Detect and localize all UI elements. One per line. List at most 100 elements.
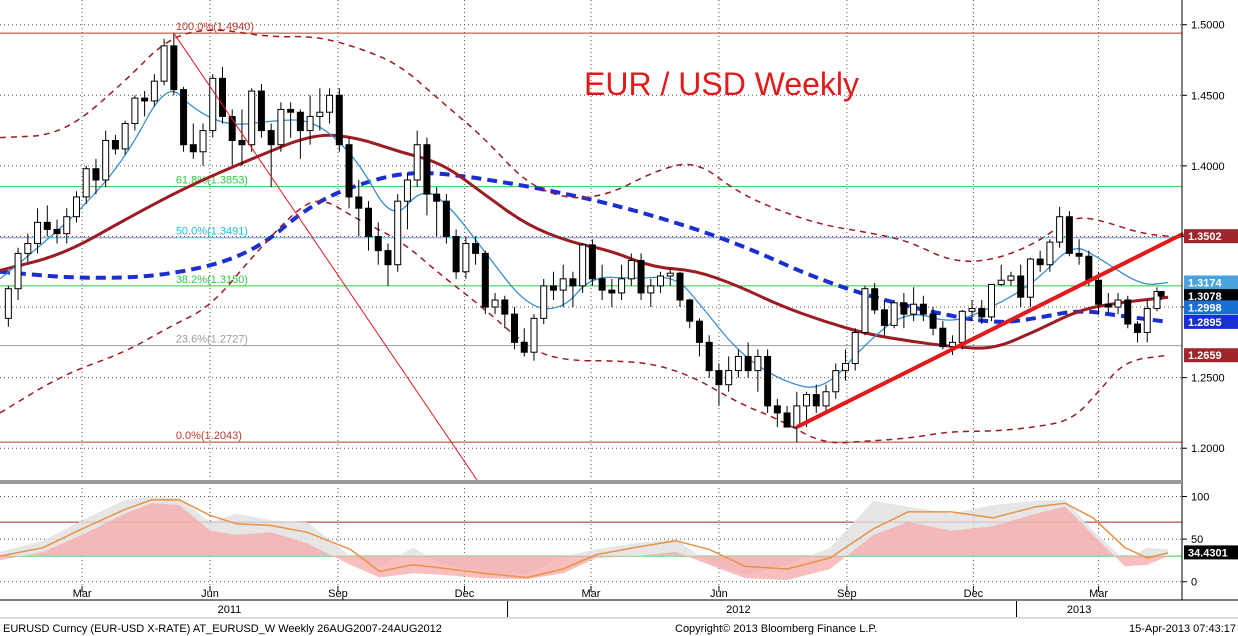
candle-body-up bbox=[647, 285, 655, 294]
candlestick bbox=[306, 95, 314, 145]
candlestick bbox=[141, 91, 149, 117]
candlestick bbox=[345, 137, 353, 209]
candlestick bbox=[92, 158, 100, 195]
uptrend-line bbox=[795, 231, 1185, 429]
candlestick bbox=[1026, 257, 1034, 308]
candle-body-down bbox=[1134, 323, 1142, 333]
last-value-badge-label: 1.3502 bbox=[1188, 231, 1222, 243]
candle-body-up bbox=[627, 259, 635, 280]
candle-body-down bbox=[141, 97, 149, 102]
candle-body-up bbox=[618, 278, 626, 294]
candle-body-down bbox=[676, 272, 684, 301]
fibonacci-label: 100.0%(1.4940) bbox=[176, 21, 254, 33]
candle-body-down bbox=[871, 288, 879, 311]
candle-body-up bbox=[316, 111, 324, 117]
candle-body-up bbox=[949, 341, 957, 348]
candlestick bbox=[978, 300, 986, 324]
candlestick bbox=[413, 130, 421, 188]
candle-body-up bbox=[958, 310, 966, 343]
candlestick bbox=[403, 172, 411, 230]
candlestick bbox=[209, 74, 217, 138]
candle-body-up bbox=[530, 317, 538, 353]
candlestick bbox=[423, 137, 431, 216]
candle-body-down bbox=[228, 115, 236, 141]
candle-body-up bbox=[14, 252, 22, 290]
candle-body-up bbox=[150, 80, 158, 102]
candlestick bbox=[394, 194, 402, 272]
candlestick bbox=[871, 283, 879, 315]
candlestick bbox=[715, 363, 723, 406]
oscillator-last-value-badge-label: 34.4301 bbox=[1188, 547, 1228, 559]
last-value-badge-bg bbox=[1184, 229, 1238, 244]
candle-body-up bbox=[491, 299, 499, 308]
last-value-badge-bg bbox=[1184, 314, 1238, 329]
year-label: 2011 bbox=[218, 604, 242, 616]
candlestick bbox=[72, 191, 80, 223]
candle-body-up bbox=[861, 288, 869, 333]
candle-body-up bbox=[24, 243, 32, 254]
panel-divider bbox=[0, 480, 1182, 484]
candlestick bbox=[355, 180, 363, 237]
oscillator-line bbox=[0, 499, 1169, 579]
footer-left: EURUSD Curncy (EUR-USD X-RATE) AT_EURUSD… bbox=[3, 623, 442, 635]
candle-body-up bbox=[657, 275, 665, 287]
candle-body-down bbox=[92, 168, 100, 181]
candlestick bbox=[744, 342, 752, 378]
candle-body-down bbox=[472, 243, 480, 254]
candlestick bbox=[939, 321, 947, 350]
candle-body-down bbox=[442, 200, 450, 237]
candle-body-down bbox=[608, 289, 616, 294]
candle-body-down bbox=[1036, 258, 1044, 266]
candle-body-down bbox=[511, 313, 519, 343]
candlestick bbox=[102, 130, 110, 188]
candlestick bbox=[326, 88, 334, 124]
candlestick bbox=[335, 88, 343, 152]
candle-body-up bbox=[1007, 275, 1015, 281]
candle-body-down bbox=[296, 111, 304, 132]
candle-body-up bbox=[403, 179, 411, 202]
month-tick-label: Dec bbox=[455, 588, 475, 600]
candle-body-up bbox=[63, 216, 71, 235]
candle-body-up bbox=[1153, 291, 1161, 309]
candle-body-up bbox=[754, 355, 762, 372]
candle-body-down bbox=[1157, 291, 1165, 297]
candle-body-up bbox=[841, 363, 849, 372]
candle-body-up bbox=[968, 307, 976, 312]
candlestick bbox=[257, 84, 265, 138]
candle-body-up bbox=[1026, 258, 1034, 298]
fibonacci-diagonal-line bbox=[173, 32, 478, 481]
candlestick bbox=[452, 229, 460, 279]
month-tick-label: Mar bbox=[73, 588, 92, 600]
candlestick bbox=[1056, 206, 1064, 248]
candlestick bbox=[287, 102, 295, 138]
candle-body-down bbox=[549, 285, 557, 291]
candle-body-up bbox=[82, 168, 90, 198]
month-tick-label: Dec bbox=[964, 588, 984, 600]
candle-body-up bbox=[734, 355, 742, 372]
candle-body-up bbox=[890, 302, 898, 326]
candlestick bbox=[511, 307, 519, 350]
candle-body-down bbox=[257, 90, 265, 132]
candlestick bbox=[949, 335, 957, 356]
candlestick bbox=[919, 295, 927, 322]
candlestick bbox=[1153, 287, 1161, 312]
candlestick bbox=[1114, 292, 1122, 315]
candlestick bbox=[900, 292, 908, 329]
candlestick bbox=[880, 300, 888, 336]
candlestick bbox=[43, 205, 51, 237]
candle-body-down bbox=[423, 144, 431, 195]
candle-body-up bbox=[160, 45, 168, 82]
candlestick bbox=[890, 300, 898, 329]
candlestick bbox=[812, 384, 820, 413]
candle-body-down bbox=[1017, 275, 1025, 298]
candle-body-up bbox=[579, 244, 587, 287]
last-value-badge-bg bbox=[1184, 289, 1238, 304]
candlestick bbox=[540, 278, 548, 324]
fibonacci-label: 50.0%(1.3491) bbox=[176, 226, 248, 238]
candlestick bbox=[374, 222, 382, 265]
oscillator-last-value-badge-bg bbox=[1184, 545, 1238, 560]
candlestick bbox=[277, 102, 285, 152]
